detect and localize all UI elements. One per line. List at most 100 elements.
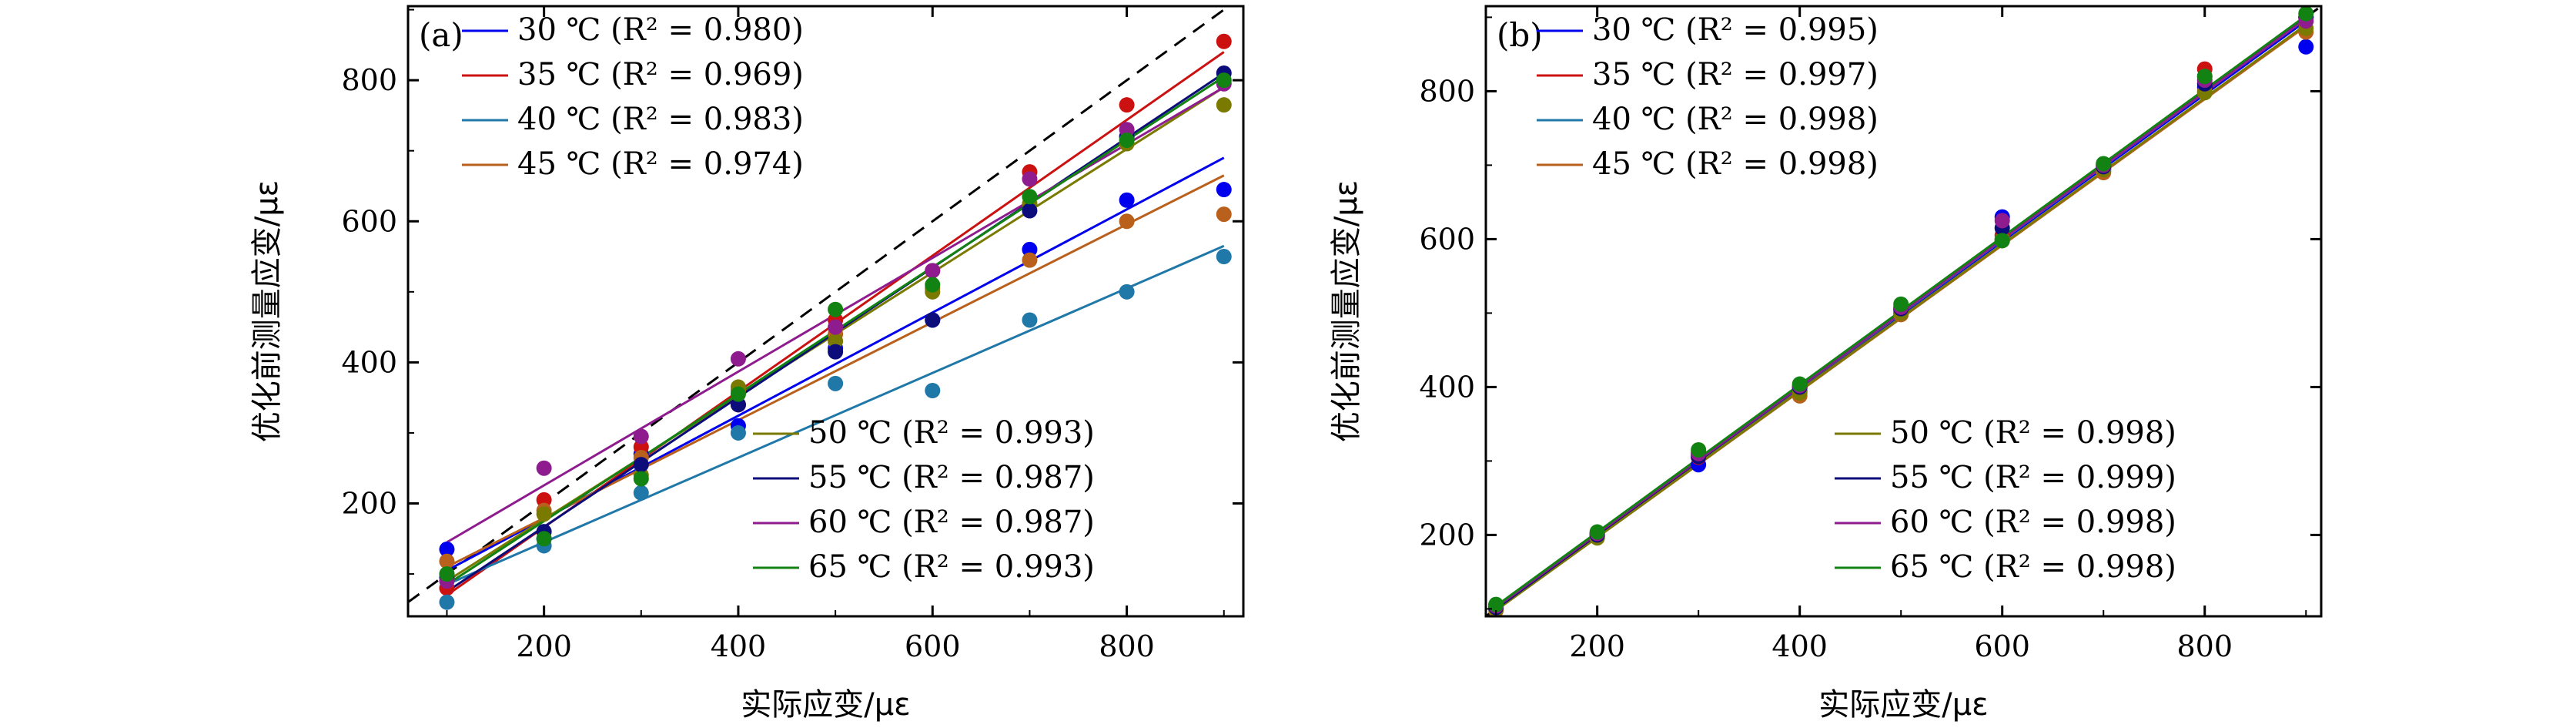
data-point-s4-p8 (1216, 97, 1232, 113)
data-point-s0-p0 (439, 542, 455, 558)
data-point-s5-p4 (828, 344, 844, 360)
data-point-s0-p8 (1216, 182, 1232, 198)
data-point-s7-p6 (2096, 156, 2112, 172)
data-point-s7-p8 (1216, 72, 1232, 89)
data-point-s7-p1 (536, 531, 552, 547)
data-point-s7-p0 (1488, 596, 1504, 612)
data-point-s0-p8 (2298, 39, 2314, 55)
data-point-s5-p5 (925, 312, 941, 328)
x-tick-label: 200 (516, 629, 572, 663)
plot-area (408, 6, 1232, 610)
data-point-s6-p3 (730, 351, 746, 367)
data-point-s7-p5 (925, 277, 941, 293)
data-point-s2-p5 (925, 383, 941, 399)
x-tick-label: 800 (2176, 629, 2233, 663)
legend-entry: 65 ℃ (R² = 0.993) (808, 549, 1095, 585)
legend-entry: 65 ℃ (R² = 0.998) (1890, 549, 2176, 585)
data-point-s7-p1 (1589, 524, 1605, 540)
data-point-s7-p7 (1119, 132, 1135, 148)
data-point-s7-p4 (1893, 296, 1909, 312)
data-point-s7-p7 (2196, 69, 2213, 85)
axes-frame (1484, 5, 2323, 618)
legend-entry: 60 ℃ (R² = 0.998) (1890, 505, 2176, 540)
legend-entry: 50 ℃ (R² = 0.998) (1890, 415, 2176, 451)
data-point-s7-p8 (2298, 6, 2314, 22)
data-point-s1-p2 (633, 439, 649, 455)
y-tick-label: 400 (341, 345, 397, 379)
x-tick-label: 400 (711, 629, 767, 663)
legend-entry: 40 ℃ (R² = 0.998) (1592, 102, 1878, 137)
legend-entry: 35 ℃ (R² = 0.997) (1592, 57, 1878, 92)
data-point-s5-p6 (1022, 203, 1038, 219)
x-axis-label: 实际应变/με (1818, 687, 1989, 723)
axes-frame (406, 5, 1245, 618)
x-tick-label: 400 (1771, 629, 1828, 663)
data-point-s7-p3 (1791, 376, 1808, 392)
data-point-s6-p7 (1119, 122, 1135, 138)
data-point-s7-p2 (633, 471, 649, 487)
data-point-s4-p1 (536, 506, 552, 522)
legend-entry: 45 ℃ (R² = 0.998) (1592, 146, 1878, 182)
legend-entry: 35 ℃ (R² = 0.969) (517, 57, 804, 92)
data-point-s6-p6 (1022, 171, 1038, 187)
data-point-s6-p1 (536, 460, 552, 476)
chart-panel-a: 200 400 600 800 200 400 600 800 实际应变/με 优化前测量应变/μ… (249, 5, 1245, 723)
y-axis-label: 优化前测量应变/με (249, 180, 285, 443)
legend-entry: 45 ℃ (R² = 0.974) (517, 146, 804, 182)
y-tick-label: 400 (1419, 370, 1475, 404)
y-axis-label: 优化前测量应变/με (1329, 180, 1364, 443)
data-point-s6-p4 (828, 319, 844, 335)
data-point-s3-p0 (439, 553, 455, 569)
data-point-s6-p5 (1994, 213, 2010, 229)
data-point-s3-p7 (1119, 213, 1135, 230)
x-tick-label: 600 (905, 629, 961, 663)
data-point-s1-p7 (1119, 97, 1135, 113)
data-point-s2-p2 (633, 485, 649, 501)
data-point-s7-p2 (1691, 442, 1707, 458)
panel-label: (a) (419, 16, 463, 54)
data-point-s2-p3 (730, 424, 746, 441)
data-point-s1-p8 (1216, 33, 1232, 49)
data-point-s4-p4 (828, 333, 844, 349)
data-point-s7-p6 (1022, 189, 1038, 205)
data-point-s2-p8 (1216, 249, 1232, 265)
y-tick-label: 200 (1419, 518, 1475, 552)
y-tick-label: 800 (1419, 74, 1475, 108)
x-tick-label: 800 (1099, 629, 1155, 663)
data-point-s2-p0 (439, 594, 455, 610)
data-point-s5-p3 (730, 397, 746, 413)
panel-label: (b) (1497, 16, 1543, 54)
data-point-s3-p6 (1022, 252, 1038, 268)
data-point-s7-p5 (1994, 233, 2010, 249)
data-point-s0-p6 (1022, 241, 1038, 257)
legend-entry: 60 ℃ (R² = 0.987) (808, 505, 1095, 540)
x-axis-label: 实际应变/με (741, 687, 911, 723)
data-point-s6-p5 (925, 263, 941, 279)
data-point-s3-p8 (1216, 206, 1232, 223)
legend-entry: 40 ℃ (R² = 0.983) (517, 102, 804, 137)
data-point-s7-p4 (828, 301, 844, 317)
y-tick-label: 800 (341, 63, 397, 97)
data-point-s1-p1 (536, 491, 552, 508)
y-tick-label: 600 (1419, 222, 1475, 256)
legend-entry: 50 ℃ (R² = 0.993) (808, 415, 1095, 451)
chart-panel-b: 200 400 600 800 200 400 600 800 实际应变/με 优化前测量应变/μ… (1329, 5, 2323, 723)
legend-entry: 55 ℃ (R² = 0.987) (808, 460, 1095, 495)
y-tick-label: 200 (341, 487, 397, 521)
data-point-s2-p4 (828, 375, 844, 391)
legend-entry: 55 ℃ (R² = 0.999) (1890, 460, 2176, 495)
data-point-s7-p0 (439, 566, 455, 582)
fit-line-2 (446, 244, 1225, 586)
data-point-s2-p6 (1022, 312, 1038, 328)
x-tick-label: 200 (1569, 629, 1625, 663)
legend-entry: 30 ℃ (R² = 0.995) (1592, 12, 1878, 48)
plot-area (1486, 6, 2321, 616)
data-point-s5-p2 (633, 457, 649, 473)
x-tick-label: 600 (1974, 629, 2030, 663)
data-point-s6-p2 (633, 428, 649, 445)
legend-entry: 30 ℃ (R² = 0.980) (517, 12, 804, 48)
data-point-s2-p7 (1119, 283, 1135, 300)
data-point-s0-p7 (1119, 192, 1135, 208)
data-point-s7-p3 (730, 386, 746, 402)
